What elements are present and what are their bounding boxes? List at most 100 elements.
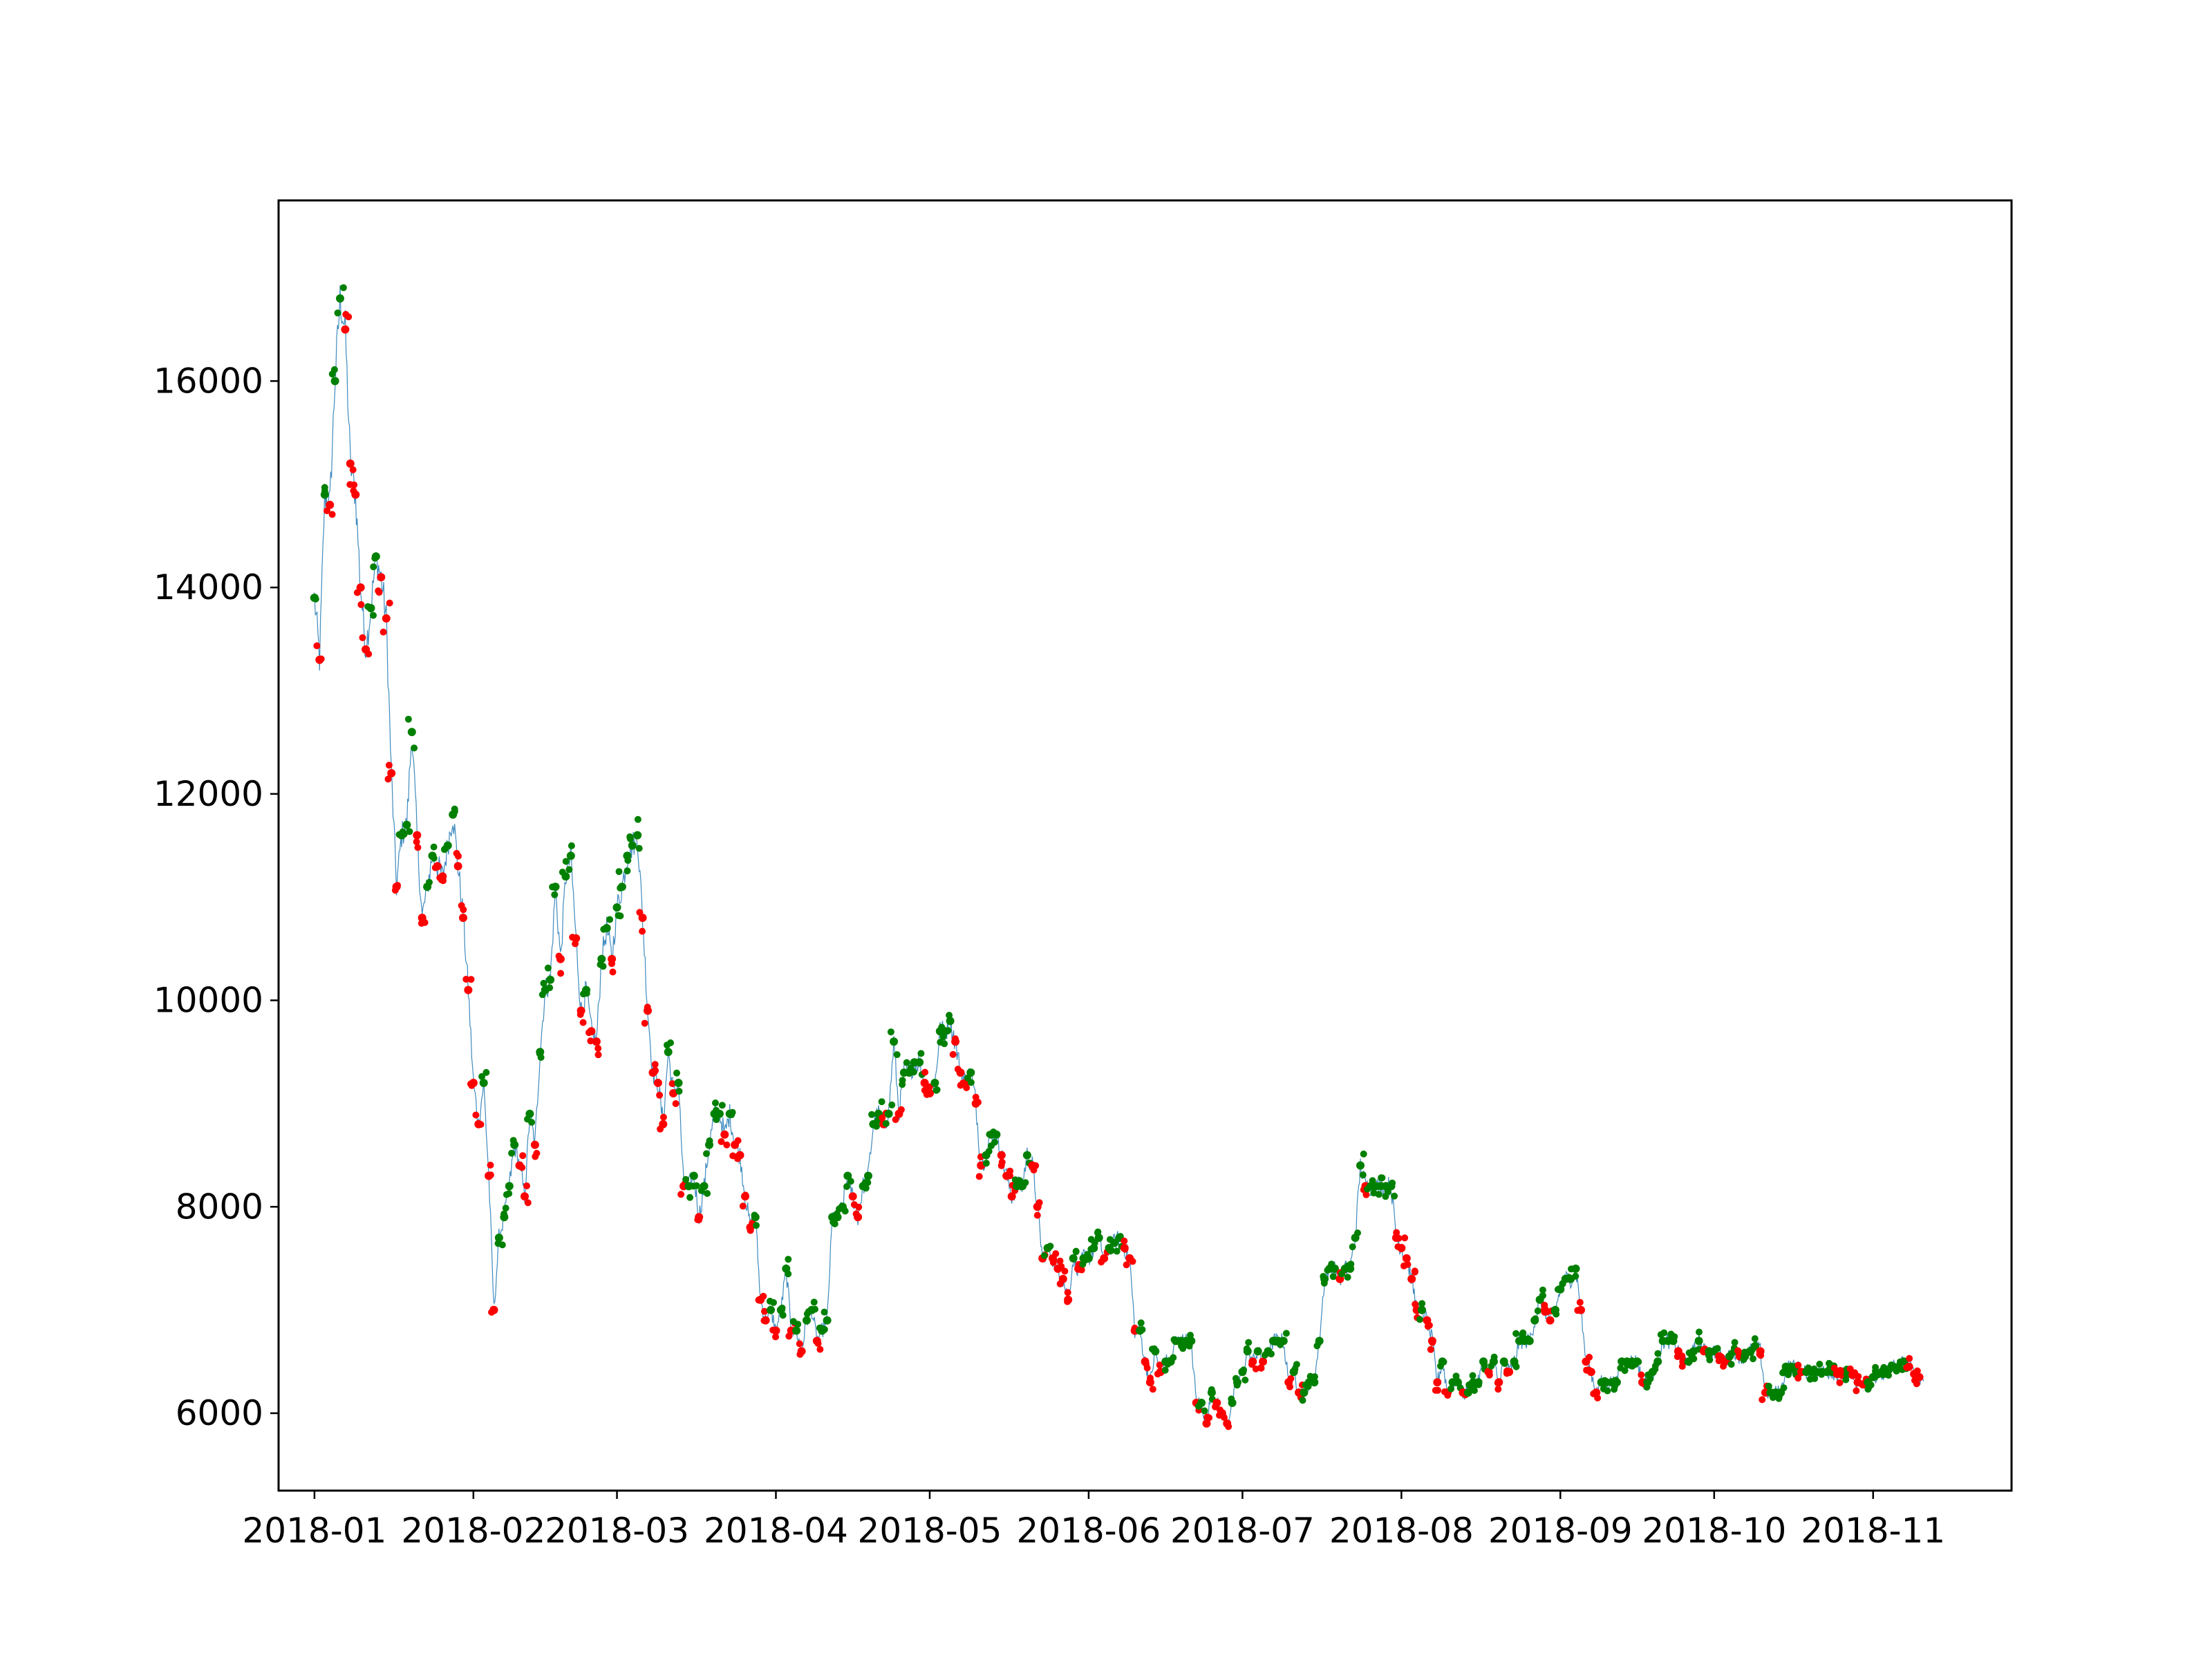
down-marker: [557, 970, 565, 977]
down-marker: [816, 1345, 824, 1353]
down-marker: [1121, 1237, 1128, 1245]
up-marker: [1310, 1376, 1318, 1384]
down-marker: [379, 628, 387, 636]
up-marker: [1161, 1366, 1169, 1374]
down-marker: [760, 1292, 767, 1300]
down-marker: [608, 960, 615, 967]
down-marker: [472, 1111, 480, 1119]
down-marker: [949, 1050, 957, 1058]
up-marker: [566, 851, 575, 860]
up-marker: [878, 1098, 885, 1106]
down-marker: [1734, 1347, 1741, 1354]
up-marker: [831, 1220, 838, 1227]
up-marker: [1047, 1243, 1054, 1250]
down-marker: [523, 1182, 530, 1189]
up-marker: [1878, 1367, 1886, 1375]
down-marker: [341, 325, 350, 334]
up-marker: [635, 844, 643, 852]
up-marker: [430, 843, 438, 851]
up-marker: [1113, 1247, 1121, 1255]
up-marker: [1320, 1273, 1327, 1280]
down-marker: [585, 1029, 592, 1037]
down-marker: [1494, 1379, 1501, 1387]
down-marker: [1129, 1258, 1136, 1265]
down-marker: [594, 1045, 602, 1052]
down-marker: [359, 634, 366, 641]
up-marker: [1740, 1356, 1747, 1363]
up-marker: [400, 831, 408, 838]
up-marker: [1647, 1375, 1654, 1383]
down-marker: [1903, 1363, 1911, 1371]
down-marker: [734, 1153, 742, 1160]
down-marker: [1541, 1301, 1548, 1309]
up-marker: [664, 1048, 673, 1057]
up-marker: [751, 1211, 758, 1219]
up-marker: [810, 1299, 818, 1306]
down-marker: [342, 311, 350, 318]
down-marker: [609, 968, 617, 976]
down-marker: [313, 642, 321, 650]
down-marker: [1404, 1260, 1412, 1268]
up-marker: [1555, 1285, 1563, 1292]
down-marker: [785, 1332, 793, 1340]
down-marker: [694, 1216, 702, 1223]
up-marker: [1488, 1362, 1495, 1370]
down-marker: [659, 1113, 667, 1121]
y-tick-label: 12000: [153, 774, 263, 814]
up-marker: [1440, 1358, 1447, 1366]
up-marker: [1775, 1393, 1783, 1401]
up-marker: [1022, 1179, 1029, 1187]
down-marker: [375, 587, 382, 594]
up-marker: [1313, 1342, 1321, 1350]
down-marker: [997, 1151, 1006, 1160]
up-marker: [1240, 1366, 1248, 1374]
up-marker: [334, 309, 341, 317]
up-marker: [634, 815, 641, 823]
down-marker: [385, 762, 393, 769]
down-marker: [1056, 1257, 1064, 1265]
down-marker: [718, 1138, 725, 1145]
up-marker: [1347, 1260, 1355, 1268]
down-marker: [524, 1199, 532, 1207]
down-marker: [453, 862, 462, 871]
x-tick-label: 2018-02: [401, 1511, 545, 1551]
down-marker: [418, 920, 425, 927]
up-marker: [946, 1017, 955, 1026]
down-marker: [555, 952, 563, 960]
up-marker: [479, 1079, 488, 1087]
down-marker: [849, 1193, 856, 1200]
down-marker: [387, 768, 396, 777]
up-marker: [1170, 1336, 1178, 1343]
up-marker: [615, 868, 623, 876]
down-marker: [391, 887, 399, 894]
down-marker: [814, 1340, 822, 1348]
down-marker: [577, 1011, 584, 1018]
up-marker: [597, 961, 604, 968]
up-marker: [565, 866, 573, 874]
down-marker: [1257, 1364, 1265, 1372]
up-marker: [364, 603, 372, 610]
up-marker: [1572, 1272, 1580, 1280]
up-marker: [1654, 1350, 1662, 1357]
y-tick-label: 8000: [176, 1187, 263, 1227]
down-marker: [1362, 1191, 1370, 1198]
up-marker: [1900, 1357, 1909, 1366]
down-marker: [1287, 1375, 1295, 1382]
down-marker: [650, 1068, 658, 1075]
x-tick-label: 2018-07: [1170, 1511, 1315, 1551]
down-marker: [1846, 1365, 1854, 1372]
up-marker: [328, 370, 336, 378]
down-marker: [1546, 1316, 1555, 1325]
up-marker: [1621, 1367, 1629, 1375]
down-marker: [1007, 1192, 1016, 1201]
up-marker: [478, 1073, 486, 1080]
down-marker: [855, 1203, 863, 1211]
up-marker: [1727, 1361, 1735, 1368]
y-tick-label: 14000: [153, 567, 263, 607]
down-marker: [677, 1191, 685, 1198]
up-marker: [917, 1050, 925, 1057]
up-marker: [546, 984, 554, 992]
down-marker: [672, 1100, 679, 1107]
up-marker: [1094, 1229, 1101, 1236]
up-marker: [1391, 1192, 1398, 1200]
